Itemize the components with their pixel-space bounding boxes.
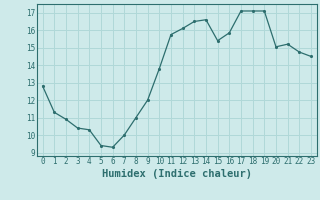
X-axis label: Humidex (Indice chaleur): Humidex (Indice chaleur) bbox=[102, 169, 252, 179]
